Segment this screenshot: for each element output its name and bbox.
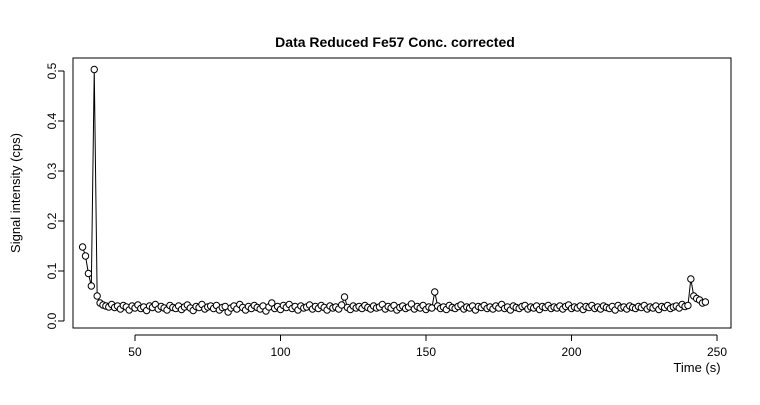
data-point: [93, 292, 101, 300]
x-tick-label: 50: [128, 345, 142, 359]
y-tick-label: 0.5: [45, 62, 59, 79]
data-point: [268, 299, 276, 307]
x-axis-label: Time (s): [673, 360, 720, 375]
data-point: [87, 282, 96, 290]
y-tick-label: 0.3: [45, 162, 59, 179]
y-axis-label: Signal intensity (cps): [8, 133, 23, 253]
data-point: [684, 301, 692, 310]
y-tick-label: 0.1: [45, 262, 59, 279]
data-point: [340, 293, 349, 301]
x-tick-label: 100: [270, 345, 290, 359]
data-point: [78, 243, 87, 251]
data-point: [687, 275, 695, 283]
data-point: [90, 65, 98, 74]
data-point: [431, 288, 439, 296]
data-point: [84, 269, 93, 278]
x-tick-label: 200: [562, 345, 582, 359]
data-point: [81, 252, 90, 260]
x-tick-label: 250: [707, 345, 727, 359]
chart-title: Data Reduced Fe57 Conc. corrected: [275, 34, 515, 50]
y-tick-label: 0.0: [45, 312, 59, 329]
data-point: [701, 298, 710, 306]
plot-box: [72, 57, 732, 329]
y-tick-label: 0.2: [45, 212, 59, 229]
x-tick-label: 150: [416, 345, 436, 359]
y-tick-label: 0.4: [45, 112, 59, 129]
